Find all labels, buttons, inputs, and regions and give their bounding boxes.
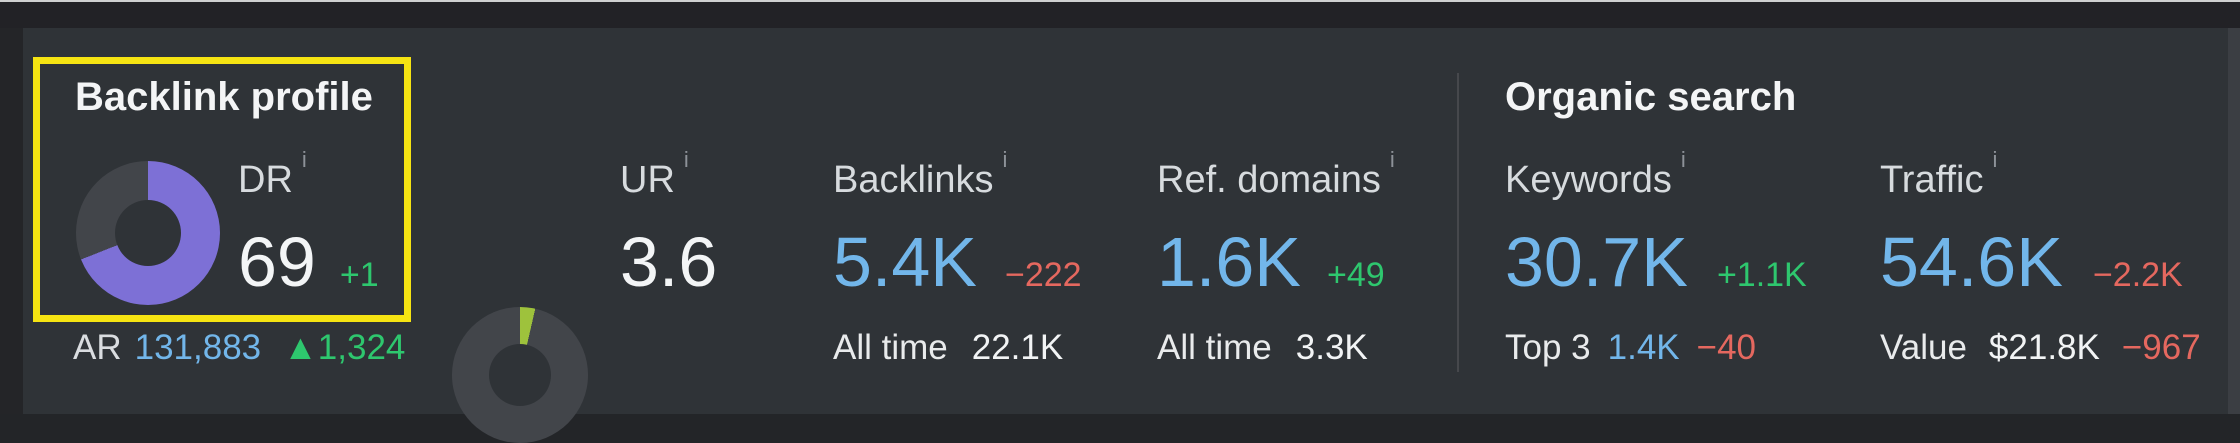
ur-donut-chart	[452, 307, 588, 443]
window-top-bar	[0, 2, 2240, 28]
traffic-label: Traffic	[1880, 159, 1984, 201]
keywords-label: Keywords	[1505, 159, 1672, 201]
dr-value-row: 69 +1	[238, 227, 379, 297]
backlink-profile-title: Backlink profile	[75, 75, 373, 119]
ar-value: 131,883	[134, 328, 262, 367]
ur-value-row: 3.6	[620, 227, 717, 297]
refdomains-alltime-value: 3.3K	[1295, 328, 1368, 367]
keywords-info-icon[interactable]: i	[1680, 147, 1686, 172]
refdomains-value: 1.6K	[1157, 223, 1301, 301]
refdomains-label: Ref. domains	[1157, 159, 1381, 201]
highlight-box-annotation	[33, 57, 411, 322]
traffic-value: 54.6K	[1880, 223, 2063, 301]
refdomains-alltime-label: All time	[1157, 328, 1272, 367]
refdomains-info-icon[interactable]: i	[1389, 147, 1395, 172]
backlinks-alltime-label: All time	[833, 328, 948, 367]
keywords-value: 30.7K	[1505, 223, 1688, 301]
backlinks-value-row: 5.4K −222	[833, 227, 1082, 297]
ar-label: AR	[73, 328, 122, 367]
dr-value: 69	[238, 223, 316, 301]
backlinks-alltime-value: 22.1K	[971, 328, 1064, 367]
organic-search-title: Organic search	[1505, 75, 1797, 119]
keywords-top3-delta: −40	[1696, 328, 1756, 367]
ur-value: 3.6	[620, 223, 718, 301]
backlinks-alltime-row: All time 22.1K	[833, 330, 1063, 365]
keywords-top3-row: Top 3 1.4K −40	[1505, 330, 1756, 365]
backlinks-delta: −222	[1005, 256, 1082, 294]
backlinks-info-icon[interactable]: i	[1002, 147, 1008, 172]
dr-label-row: DR i	[238, 149, 307, 201]
dr-info-icon[interactable]: i	[301, 147, 307, 172]
section-divider	[1457, 73, 1459, 372]
backlinks-label-row: Backlinks i	[833, 149, 1007, 201]
dr-delta: +1	[339, 256, 379, 294]
backlinks-label: Backlinks	[833, 159, 994, 201]
dr-donut-hole	[114, 199, 182, 267]
traffic-value-delta: −967	[2121, 328, 2201, 367]
traffic-value-amount: $21.8K	[1988, 328, 2100, 367]
refdomains-delta: +49	[1327, 256, 1385, 294]
traffic-delta: −2.2K	[2092, 256, 2183, 294]
page-left-margin	[0, 28, 23, 414]
keywords-label-row: Keywords i	[1505, 149, 1686, 201]
metrics-overview-panel	[23, 28, 2228, 414]
ar-delta: ▲1,324	[283, 328, 406, 367]
traffic-value-footer-row: Value $21.8K −967	[1880, 330, 2201, 365]
traffic-value-label: Value	[1880, 328, 1967, 367]
traffic-value-row: 54.6K −2.2K	[1880, 227, 2183, 297]
dr-label: DR	[238, 159, 293, 201]
dr-donut-chart	[76, 161, 220, 305]
keywords-top3-label: Top 3	[1505, 328, 1591, 367]
traffic-info-icon[interactable]: i	[1992, 147, 1998, 172]
refdomains-alltime-row: All time 3.3K	[1157, 330, 1368, 365]
backlinks-value: 5.4K	[833, 223, 977, 301]
traffic-label-row: Traffic i	[1880, 149, 1997, 201]
ur-info-icon[interactable]: i	[683, 147, 689, 172]
refdomains-value-row: 1.6K +49	[1157, 227, 1385, 297]
ur-donut-hole	[488, 343, 552, 407]
page-right-edge	[2228, 28, 2240, 414]
keywords-value-row: 30.7K +1.1K	[1505, 227, 1807, 297]
window-top-edge	[0, 0, 2240, 2]
keywords-delta: +1.1K	[1716, 256, 1807, 294]
ar-row: AR 131,883 ▲1,324	[73, 330, 405, 365]
refdomains-label-row: Ref. domains i	[1157, 149, 1395, 201]
ur-label: UR	[620, 159, 675, 201]
ur-label-row: UR i	[620, 149, 689, 201]
keywords-top3-value: 1.4K	[1607, 328, 1680, 367]
